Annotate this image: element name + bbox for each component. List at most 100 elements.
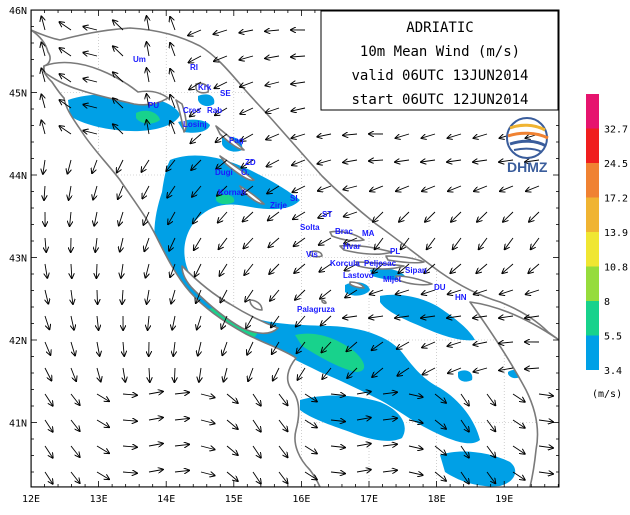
- wind-arrow: [460, 393, 469, 406]
- place-label: Vis: [306, 250, 318, 259]
- wind-arrow: [215, 81, 228, 88]
- wind-arrow: [148, 444, 163, 447]
- wind-arrow: [424, 263, 436, 273]
- wind-arrow: [95, 237, 97, 252]
- wind-arrow: [44, 341, 50, 355]
- lat-tick-label: 42N: [9, 336, 27, 347]
- coast-gargano: [181, 265, 279, 335]
- wind-arrow: [450, 263, 462, 273]
- wind-arrow: [118, 185, 124, 199]
- wind-arrow: [215, 107, 228, 115]
- wind-arrow: [401, 237, 410, 249]
- wind-arrow: [343, 160, 358, 162]
- wind-arrow: [83, 79, 98, 82]
- wind-arrow: [268, 211, 280, 220]
- wind-arrow: [330, 446, 345, 448]
- wind-arrow: [396, 133, 410, 138]
- wind-arrow: [240, 56, 254, 60]
- wind-arrow: [272, 341, 280, 354]
- wind-arrow: [97, 289, 98, 304]
- wind-arrow: [434, 419, 446, 429]
- wind-arrow: [499, 342, 514, 343]
- wind-arrow: [71, 263, 72, 278]
- wind-arrow: [122, 394, 137, 395]
- wind-arrow: [113, 46, 124, 57]
- wind-arrow: [41, 69, 45, 83]
- wind-arrow: [83, 27, 98, 30]
- wind-arrow: [528, 263, 540, 273]
- wind-arrow: [70, 367, 76, 381]
- wind-arrow: [460, 419, 469, 432]
- wind-arrow: [44, 419, 53, 432]
- wind-arrow: [241, 133, 254, 141]
- place-label: O.: [241, 168, 249, 177]
- wind-arrow: [214, 29, 228, 34]
- wind-arrow: [174, 444, 189, 446]
- wind-arrow: [41, 17, 45, 31]
- wind-arrow: [148, 315, 149, 330]
- wind-arrow: [147, 94, 150, 109]
- wind-arrow: [344, 211, 358, 217]
- wind-arrow: [408, 472, 423, 475]
- wind-arrow: [195, 263, 202, 277]
- wind-arrow: [117, 159, 124, 173]
- wind-arrow: [382, 470, 397, 472]
- wind-arrow: [122, 472, 137, 473]
- wind-arrow: [525, 316, 540, 318]
- wind-arrow: [147, 42, 150, 57]
- wind-arrow: [265, 56, 280, 58]
- place-label: Korcula: [330, 259, 360, 268]
- dhmz-logo-icon: [506, 117, 549, 159]
- place-label: Brac: [335, 227, 353, 236]
- wind-arrow: [298, 367, 306, 380]
- legend-swatch: [586, 266, 599, 301]
- wind-arrow: [473, 316, 488, 318]
- lat-tick-label: 46N: [9, 6, 27, 17]
- color-legend: 3.4 5.5 8 10.8 13.9 17.2 24.5 32.7: [586, 94, 628, 377]
- wind-arrow: [271, 315, 280, 327]
- island-mljet: [395, 275, 433, 286]
- lon-tick-label: 19E: [495, 494, 513, 505]
- wind-arrow: [243, 211, 254, 222]
- wind-arrow: [372, 367, 384, 377]
- wind-arrow: [503, 211, 514, 222]
- wind-arrow: [69, 185, 71, 200]
- legend-swatch: [586, 232, 599, 267]
- wind-arrow: [291, 108, 306, 111]
- wind-arrow: [321, 315, 332, 326]
- lon-tick-label: 18E: [428, 494, 446, 505]
- legend-level-label: 8: [604, 297, 610, 308]
- wind-arrow: [372, 263, 384, 273]
- wind-arrow: [146, 263, 150, 278]
- wind-arrow: [447, 160, 462, 162]
- place-label: HN: [455, 293, 467, 302]
- wind-arrow: [196, 289, 202, 303]
- wind-arrow: [226, 393, 238, 403]
- title-valid-time: valid 06UTC 13JUN2014: [351, 68, 528, 84]
- wind-arrow: [525, 368, 540, 369]
- legend-unit: (m/s): [592, 389, 622, 400]
- wind-arrow: [320, 289, 332, 299]
- wind-arrow: [278, 393, 288, 405]
- wind-arrow: [398, 263, 410, 273]
- lon-tick-label: 15E: [225, 494, 243, 505]
- wind-arrow: [242, 185, 254, 195]
- lat-tick-label: 45N: [9, 89, 27, 100]
- wind-arrow: [174, 392, 189, 394]
- wind-arrow: [83, 131, 98, 134]
- wind-arrow: [247, 341, 254, 355]
- wind-arrow: [113, 20, 124, 31]
- wind-arrow: [356, 470, 371, 472]
- wind-arrow: [512, 445, 525, 454]
- wind-arrow: [241, 159, 254, 168]
- lat-tick-label: 44N: [9, 171, 27, 182]
- wind-arrow: [448, 133, 462, 138]
- wind-arrow: [408, 420, 423, 423]
- wind-arrow: [60, 74, 72, 83]
- wind-arrow: [356, 392, 371, 394]
- wind-arrow: [144, 237, 150, 251]
- wind-arrow: [83, 53, 98, 56]
- wind-arrow: [474, 289, 488, 294]
- wind-arrow: [240, 81, 254, 87]
- place-label: Mljet: [383, 275, 402, 284]
